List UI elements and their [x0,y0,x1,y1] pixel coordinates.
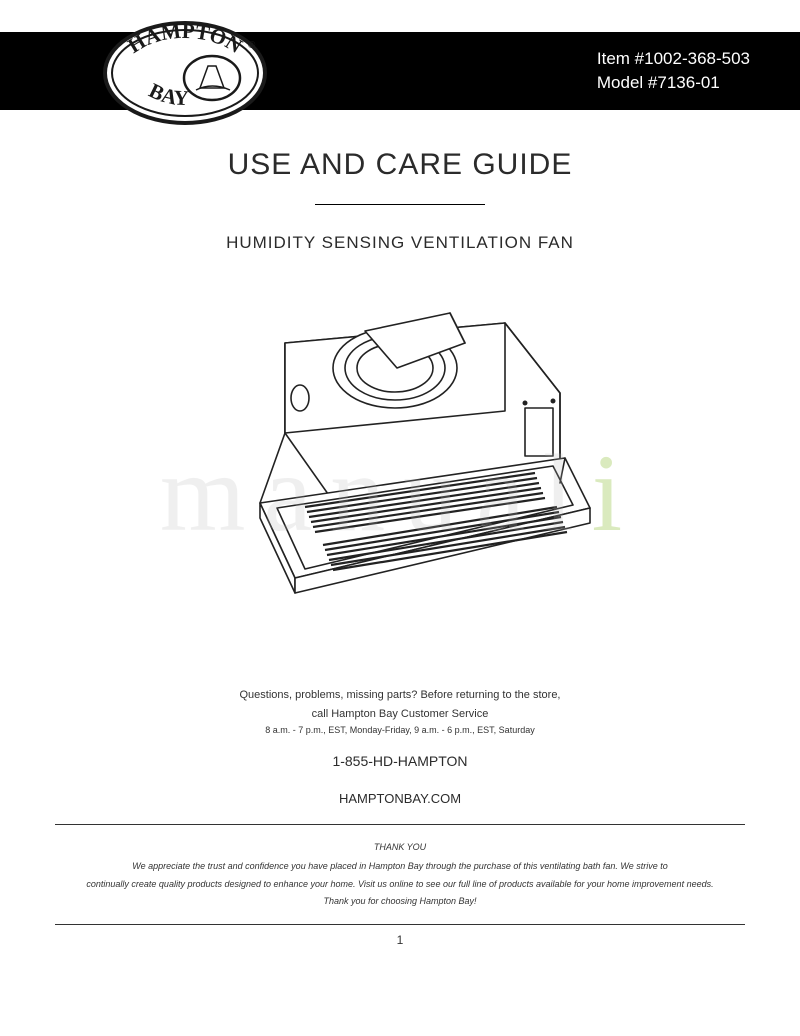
support-line-1: Questions, problems, missing parts? Befo… [0,686,800,705]
support-hours: 8 a.m. - 7 p.m., EST, Monday-Friday, 9 a… [0,725,800,735]
support-instructions: Questions, problems, missing parts? Befo… [0,686,800,723]
thank-you-heading: THANK YOU [50,839,750,856]
svg-text:®: ® [248,40,256,51]
support-line-2: call Hampton Bay Customer Service [0,705,800,724]
thank-you-block: THANK YOU We appreciate the trust and co… [0,839,800,909]
model-number: Model #7136-01 [597,71,750,95]
page-number: 1 [0,933,800,947]
thank-you-para-3: Thank you for choosing Hampton Bay! [50,893,750,910]
document-title: USE AND CARE GUIDE [0,148,800,182]
brand-logo: HAMPTON BAY ® [100,18,270,128]
item-info-block: Item #1002-368-503 Model #7136-01 [597,47,750,95]
footer-separator [55,924,745,925]
title-underline [315,204,485,205]
item-number: Item #1002-368-503 [597,47,750,71]
product-illustration [165,283,635,658]
support-phone: 1-855-HD-HAMPTON [0,753,800,769]
section-separator [55,824,745,825]
content-area: USE AND CARE GUIDE HUMIDITY SENSING VENT… [0,0,800,947]
thank-you-para-2: continually create quality products desi… [50,876,750,893]
manual-cover-page: Item #1002-368-503 Model #7136-01 HAMPTO… [0,0,800,1036]
thank-you-para-1: We appreciate the trust and confidence y… [50,858,750,875]
product-name: HUMIDITY SENSING VENTILATION FAN [0,233,800,253]
support-website: HAMPTONBAY.COM [0,791,800,806]
